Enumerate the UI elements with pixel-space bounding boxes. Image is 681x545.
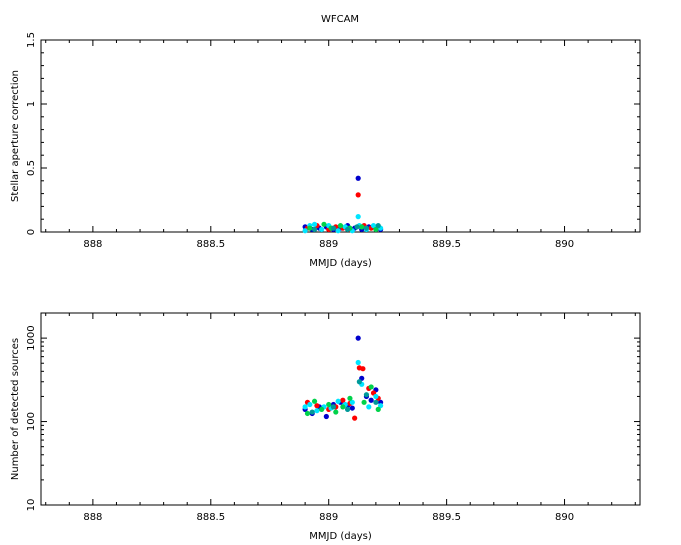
data-point (344, 226, 351, 233)
data-point (321, 221, 327, 227)
data-point (302, 228, 308, 234)
data-point (314, 408, 320, 414)
data-point (349, 405, 355, 411)
x-tick-label: 889.5 (432, 239, 461, 250)
data-point (335, 398, 341, 404)
x-tick-label: 888.5 (196, 512, 225, 523)
data-point (355, 335, 361, 341)
x-axis-label: MMJD (days) (309, 531, 372, 542)
x-tick-label: 890 (555, 239, 574, 250)
x-tick-label: 889.5 (432, 512, 461, 523)
data-point (330, 225, 337, 231)
data-point (373, 399, 379, 405)
x-tick-label: 889 (319, 239, 338, 250)
data-point (330, 404, 337, 410)
y-tick-label: 10 (26, 499, 37, 512)
y-axis-label: Stellar aperture correction (10, 70, 21, 202)
data-point (375, 223, 381, 229)
data-point (340, 404, 346, 410)
x-tick-label: 890 (555, 512, 574, 523)
figure-title: WFCAM (321, 14, 359, 25)
x-tick-label: 889 (319, 512, 338, 523)
y-axis-label: Number of detected sources (10, 338, 21, 480)
data-point (355, 214, 361, 220)
plot-frame (40, 39, 641, 233)
data-point (340, 397, 346, 403)
data-point (377, 403, 384, 409)
y-tick-label: 100 (26, 412, 37, 431)
data-point (366, 404, 372, 410)
data-point (335, 228, 341, 234)
data-point (361, 399, 367, 405)
data-point (363, 225, 370, 231)
data-point (319, 226, 325, 233)
data-point (323, 413, 329, 420)
data-point (352, 415, 358, 421)
data-point (370, 223, 377, 229)
plot-frame (40, 312, 641, 506)
data-point (304, 410, 311, 417)
data-point (354, 224, 360, 230)
y-tick-label: 0 (26, 229, 37, 235)
x-axis-label: MMJD (days) (309, 258, 372, 269)
data-point (311, 398, 318, 404)
data-point (302, 404, 308, 410)
y-tick-label: 1.5 (26, 32, 37, 48)
panel-aperture-correction: 888 888.5 889 889.5 890 0 0.5 1 1.5 MMJD (days) St… (10, 32, 641, 269)
data-point (368, 384, 374, 390)
data-point (349, 399, 355, 405)
y-tick-label: 0.5 (26, 160, 37, 176)
data-point (360, 366, 366, 372)
data-point (375, 406, 381, 412)
data-point (314, 403, 320, 409)
x-tick-label: 888 (83, 512, 102, 523)
data-point (311, 226, 318, 233)
data-point (309, 409, 315, 415)
data-point (373, 226, 379, 233)
panel-detected-sources: 888 888.5 889 889.5 890 10 100 1000 MMJD (days) N… (10, 312, 641, 542)
y-tick-label: 1 (26, 101, 37, 107)
x-tick-label: 888.5 (196, 239, 225, 250)
data-point (356, 379, 362, 385)
data-point (307, 401, 313, 408)
data-point (347, 395, 353, 401)
data-point (359, 224, 365, 230)
data-point (363, 392, 370, 398)
data-point (337, 223, 344, 229)
y-tick-label: 1000 (26, 325, 37, 350)
data-point (319, 406, 325, 412)
x-tick-label: 888 (83, 239, 102, 250)
data-point (368, 397, 374, 403)
data-point (311, 221, 318, 227)
data-point (326, 401, 332, 408)
data-point (344, 406, 351, 412)
data-point (373, 393, 379, 400)
data-point (355, 359, 361, 366)
data-point (333, 409, 339, 415)
data-point (355, 192, 361, 198)
data-point (307, 225, 313, 231)
data-point (355, 175, 361, 181)
